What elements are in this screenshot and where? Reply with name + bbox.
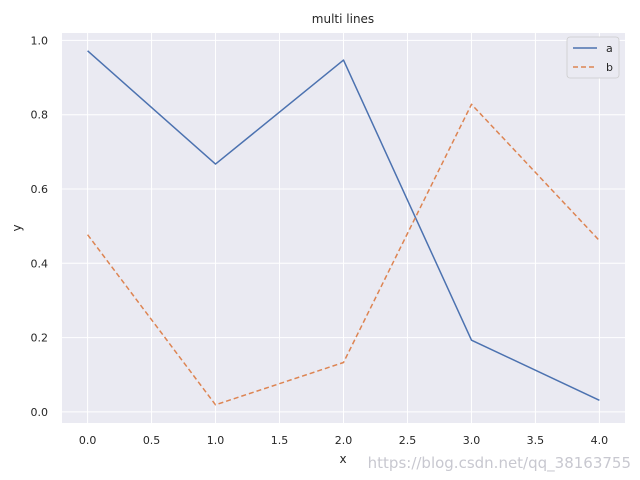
x-tick-label: 0.0 xyxy=(79,434,97,447)
y-tick-label: 0.4 xyxy=(31,257,49,270)
y-tick-label: 0.6 xyxy=(31,183,49,196)
legend-label-a: a xyxy=(606,42,613,55)
x-tick-label: 3.0 xyxy=(463,434,481,447)
x-tick-label: 1.0 xyxy=(207,434,225,447)
series-lines xyxy=(87,50,600,406)
y-tick-label: 0.0 xyxy=(31,406,49,419)
x-tick-label: 3.5 xyxy=(527,434,545,447)
x-tick-label: 0.5 xyxy=(143,434,161,447)
legend-label-b: b xyxy=(606,61,613,74)
series-line-a xyxy=(87,50,600,401)
grid-lines xyxy=(62,33,625,423)
x-tick-label: 4.0 xyxy=(591,434,609,447)
x-axis-label: x xyxy=(339,452,346,466)
y-tick-labels: 0.0 0.2 0.4 0.6 0.8 1.0 xyxy=(31,34,49,418)
chart-title: multi lines xyxy=(312,12,374,26)
watermark-text: https://blog.csdn.net/qq_38163755 xyxy=(368,454,631,473)
y-tick-label: 0.8 xyxy=(31,109,49,122)
x-tick-label: 2.5 xyxy=(399,434,417,447)
legend: ab xyxy=(566,36,620,79)
x-tick-labels: 0.0 0.5 1.0 1.5 2.0 2.5 3.0 3.5 4.0 xyxy=(79,434,608,447)
series-line-b xyxy=(87,103,600,406)
y-tick-label: 1.0 xyxy=(31,34,49,47)
y-axis-label: y xyxy=(10,224,24,231)
x-tick-label: 2.0 xyxy=(335,434,353,447)
y-tick-label: 0.2 xyxy=(31,332,49,345)
x-tick-label: 1.5 xyxy=(271,434,289,447)
